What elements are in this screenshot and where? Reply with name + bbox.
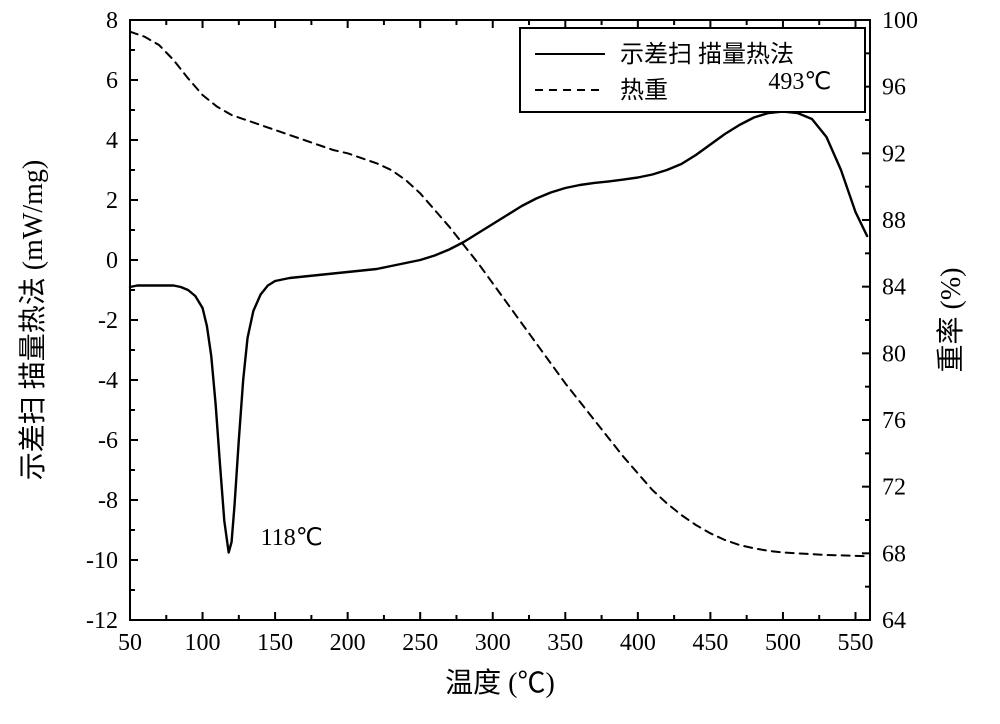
x-axis-label: 温度 (℃) — [445, 667, 555, 699]
x-tick-label: 350 — [547, 630, 583, 656]
y-right-tick-label: 96 — [882, 75, 906, 101]
legend-label: 热重 — [620, 77, 668, 104]
x-tick-label: 400 — [620, 630, 656, 656]
y-left-tick-label: -4 — [98, 368, 118, 394]
y-right-tick-label: 72 — [882, 475, 906, 501]
annotation: 493℃ — [768, 69, 831, 95]
y-left-axis-label: 示差扫 描量热法 (mW/mg) — [17, 160, 49, 480]
y-right-tick-label: 88 — [882, 208, 906, 234]
y-right-tick-label: 92 — [882, 141, 906, 167]
chart-container: 50 100 150 200 250 300 350 400 450 500 550 -12 -10 -8… — [0, 0, 1000, 724]
y-right-tick-label: 100 — [882, 8, 918, 34]
x-tick-label: 450 — [692, 630, 728, 656]
x-tick-label: 50 — [118, 630, 142, 656]
y-left-tick-label: -6 — [98, 428, 118, 454]
y-left-tick-label: -2 — [98, 308, 118, 334]
x-tick-label: 150 — [257, 630, 293, 656]
y-left-tick-label: 8 — [106, 8, 118, 34]
annotation: 118℃ — [261, 525, 323, 551]
x-tick-label: 200 — [330, 630, 366, 656]
y-left-tick-label: 4 — [106, 128, 118, 154]
y-right-tick-label: 64 — [882, 608, 906, 634]
x-tick-label: 500 — [765, 630, 801, 656]
y-right-axis-label: 重率 (%) — [935, 268, 967, 373]
y-left-tick-label: -10 — [86, 548, 118, 574]
y-left-tick-label: -8 — [98, 488, 118, 514]
y-left-tick-label: -12 — [86, 608, 118, 634]
legend-label: 示差扫 描量热法 — [620, 41, 794, 68]
y-left-tick-label: 0 — [106, 248, 118, 274]
y-left-tick-label: 6 — [106, 68, 118, 94]
x-tick-label: 300 — [475, 630, 511, 656]
x-tick-label: 550 — [837, 630, 873, 656]
x-tick-label: 250 — [402, 630, 438, 656]
y-right-tick-label: 84 — [882, 275, 906, 301]
x-tick-label: 100 — [185, 630, 221, 656]
y-right-tick-label: 68 — [882, 541, 906, 567]
y-right-tick-label: 76 — [882, 408, 906, 434]
y-left-tick-label: 2 — [106, 188, 118, 214]
dual-axis-chart: 50 100 150 200 250 300 350 400 450 500 550 -12 -10 -8… — [0, 0, 1000, 724]
y-right-tick-label: 80 — [882, 341, 906, 367]
